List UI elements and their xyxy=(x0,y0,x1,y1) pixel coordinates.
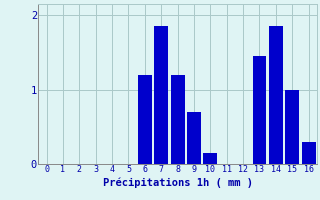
X-axis label: Précipitations 1h ( mm ): Précipitations 1h ( mm ) xyxy=(103,177,252,188)
Bar xyxy=(154,26,168,164)
Bar xyxy=(171,75,185,164)
Bar xyxy=(285,90,299,164)
Bar xyxy=(204,153,217,164)
Bar xyxy=(302,142,316,164)
Bar xyxy=(252,56,267,164)
Bar xyxy=(269,26,283,164)
Bar xyxy=(187,112,201,164)
Bar xyxy=(138,75,152,164)
